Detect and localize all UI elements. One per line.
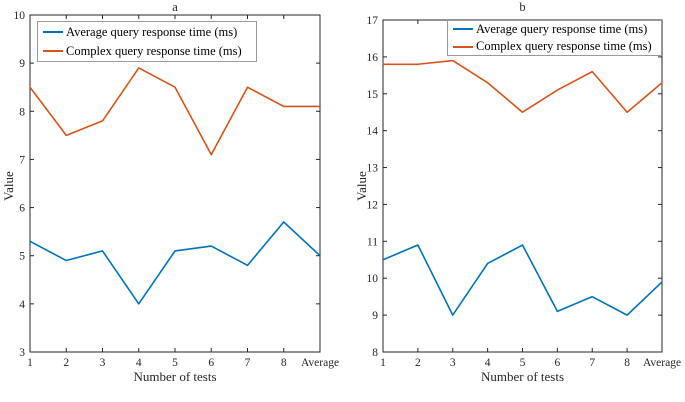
y-tick-label: 16: [367, 52, 379, 64]
x-tick-label: 7: [245, 357, 251, 369]
legend-label: Average query response time (ms): [476, 21, 648, 36]
x-tick-label: Average: [301, 357, 339, 369]
chart-a-legend: Average query response time (ms) Complex…: [37, 21, 257, 62]
x-tick-label: Average: [643, 357, 681, 369]
average-query-line-a: [29, 221, 321, 305]
y-tick-label: 6: [19, 203, 25, 215]
x-tick-label: 1: [380, 357, 386, 369]
axes-box-b: [382, 19, 663, 353]
y-tick-label: 3: [19, 347, 25, 359]
chart-b-legend: Average query response time (ms) Complex…: [447, 20, 662, 56]
legend-item-average: Average query response time (ms): [38, 24, 256, 41]
y-tick-label: 8: [372, 347, 378, 359]
chart-a-title: a: [172, 0, 178, 14]
x-tick-label: 3: [450, 357, 456, 369]
x-tick-label: 8: [624, 357, 630, 369]
x-tick-label: 5: [172, 357, 178, 369]
legend-label: Complex query response time (ms): [476, 39, 652, 54]
blue-line-swatch: [453, 28, 473, 31]
x-tick-label: 6: [555, 357, 561, 369]
average-query-line-b: [382, 244, 663, 316]
y-tick-label: 8: [19, 106, 25, 118]
axes-box-a: [29, 14, 321, 353]
y-tick-label: 5: [19, 251, 25, 263]
x-tick-label: 4: [485, 357, 491, 369]
x-tick-label: 7: [589, 357, 595, 369]
y-tick-label: 9: [372, 310, 378, 322]
y-tick-label: 11: [367, 236, 378, 248]
y-tick-label: 15: [367, 89, 379, 101]
legend-item-complex: Complex query response time (ms): [448, 39, 661, 56]
chart-a-y-axis-label: Value: [1, 171, 16, 201]
x-tick-label: 5: [520, 357, 526, 369]
legend-label: Average query response time (ms): [66, 24, 238, 39]
y-tick-label: 10: [14, 10, 26, 22]
complex-query-line-a: [29, 67, 321, 156]
chart-a-x-axis-label: Number of tests: [133, 369, 217, 384]
complex-query-line-b: [382, 59, 663, 114]
blue-line-swatch: [43, 31, 63, 33]
y-tick-label: 7: [19, 154, 25, 166]
orange-line-swatch: [453, 45, 473, 48]
x-tick-label: 1: [27, 357, 33, 369]
orange-line-swatch: [43, 50, 63, 52]
y-tick-label: 14: [367, 126, 379, 138]
x-tick-label: 3: [100, 357, 106, 369]
legend-item-average: Average query response time (ms): [448, 21, 661, 38]
y-tick-label: 9: [19, 58, 25, 70]
x-tick-label: 2: [63, 357, 69, 369]
y-tick-label: 12: [367, 199, 379, 211]
x-tick-label: 2: [415, 357, 421, 369]
x-tick-label: 6: [208, 357, 214, 369]
legend-item-complex: Complex query response time (ms): [38, 43, 256, 60]
legend-label: Complex query response time (ms): [66, 43, 242, 58]
y-tick-label: 10: [367, 273, 379, 285]
chart-b-title: b: [519, 0, 526, 14]
chart-b-x-axis-label: Number of tests: [480, 369, 565, 384]
y-tick-label: 4: [19, 299, 25, 311]
x-tick-label: 4: [136, 357, 142, 369]
chart-b-y-axis-label: Value: [354, 171, 369, 201]
y-tick-label: 17: [367, 15, 379, 27]
x-tick-label: 8: [281, 357, 287, 369]
y-tick-label: 13: [367, 163, 379, 175]
